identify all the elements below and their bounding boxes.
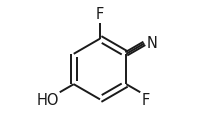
Text: F: F <box>141 93 149 108</box>
Text: N: N <box>146 36 157 51</box>
Text: HO: HO <box>36 93 59 108</box>
Text: F: F <box>96 7 104 22</box>
